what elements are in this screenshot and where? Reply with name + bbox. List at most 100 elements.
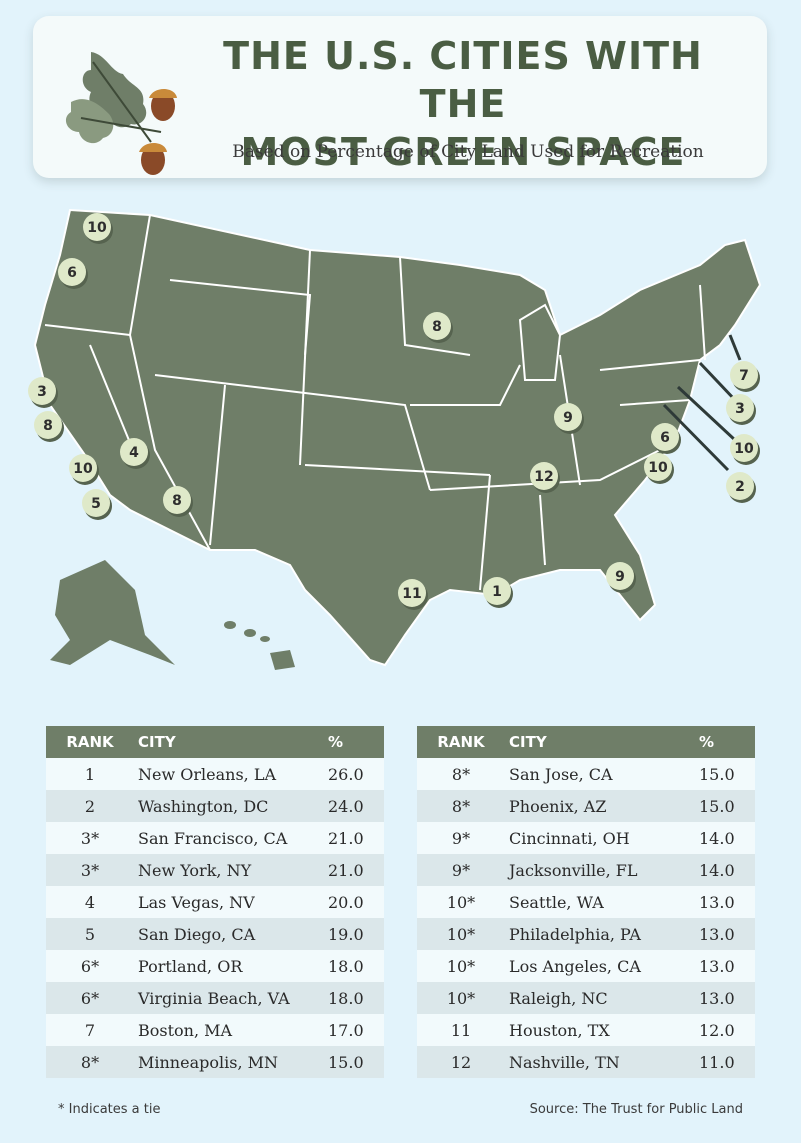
rank-cell: 2 [84,796,96,816]
map-marker: 2 [726,472,756,503]
pct-cell: 15.0 [699,796,735,816]
header-card: THE U.S. CITIES WITH THE MOST GREEN SPAC… [33,16,767,178]
pct-cell: 14.0 [699,828,735,848]
map-marker: 8 [163,486,193,517]
map-marker: 10 [730,434,760,465]
marker-rank-label: 3 [37,384,47,400]
pct-cell: 19.0 [328,924,364,944]
map-marker: 1 [483,577,513,608]
marker-rank-label: 9 [615,569,625,585]
pct-cell: 15.0 [328,1052,364,1072]
city-cell: Philadelphia, PA [509,924,641,944]
pct-cell: 26.0 [328,764,364,784]
table-row: 1 New Orleans, LA 26.0 [46,758,384,790]
pct-cell: 17.0 [328,1020,364,1040]
source-note: Source: The Trust for Public Land [529,1102,743,1117]
city-cell: Cincinnati, OH [509,828,630,848]
marker-leaf-icon [34,411,62,439]
header-rank: RANK [66,733,114,751]
map-marker: 8 [423,312,453,343]
city-cell: New York, NY [138,860,252,880]
marker-rank-label: 6 [67,265,77,281]
pct-cell: 18.0 [328,988,364,1008]
table-row: 2 Washington, DC 24.0 [46,790,384,822]
city-cell: Washington, DC [138,796,269,816]
header-city: CITY [509,733,547,751]
table-row: 5 San Diego, CA 19.0 [46,918,384,950]
marker-rank-label: 10 [648,460,668,476]
map-marker: 12 [530,462,560,493]
map-marker: 6 [58,258,88,289]
city-cell: Nashville, TN [509,1052,620,1072]
marker-rank-label: 6 [660,430,670,446]
table-body: 1 New Orleans, LA 26.0 2 Washington, DC 24.0 3… [46,758,384,1078]
pct-cell: 15.0 [699,764,735,784]
marker-rank-label: 5 [91,496,101,512]
city-cell: Los Angeles, CA [509,956,641,976]
marker-rank-label: 7 [739,368,749,384]
marker-leaf-icon [398,579,426,607]
pct-cell: 13.0 [699,892,735,912]
rank-cell: 8* [451,796,471,816]
marker-leaf-icon [554,403,582,431]
table-header: RANK CITY % [46,726,384,758]
marker-rank-label: 2 [735,479,745,495]
rank-cell: 10* [446,956,476,976]
marker-leaf-icon [730,361,758,389]
table-body: 8* San Jose, CA 15.0 8* Phoenix, AZ 15.0 9* Cin… [417,758,755,1078]
table-row: 8* San Jose, CA 15.0 [417,758,755,790]
city-cell: San Francisco, CA [138,828,288,848]
city-cell: Las Vegas, NV [138,892,255,912]
rank-cell: 9* [451,828,471,848]
table-row: 10* Seattle, WA 13.0 [417,886,755,918]
header-city: CITY [138,733,176,751]
map-marker: 10 [83,213,113,244]
rank-cell: 10* [446,892,476,912]
rank-cell: 6* [80,956,100,976]
map-marker: 10 [644,453,674,484]
header-rank: RANK [437,733,485,751]
marker-leaf-icon [530,462,558,490]
marker-rank-label: 10 [73,461,93,477]
title-line-1: THE U.S. CITIES WITH THE [223,34,703,126]
table-row: 10* Raleigh, NC 13.0 [417,982,755,1014]
marker-rank-label: 4 [129,445,139,461]
marker-rank-label: 12 [534,469,553,485]
pct-cell: 13.0 [699,924,735,944]
city-cell: Houston, TX [509,1020,610,1040]
table-row: 8* Minneapolis, MN 15.0 [46,1046,384,1078]
marker-leaf-icon [82,489,110,517]
marker-rank-label: 8 [43,418,53,434]
header-pct: % [699,733,715,751]
marker-rank-label: 8 [432,319,442,335]
pct-cell: 13.0 [699,988,735,1008]
marker-rank-label: 9 [563,410,573,426]
map-marker: 3 [28,377,58,408]
marker-leaf-icon [726,472,754,500]
map-marker: 4 [120,438,150,469]
rank-cell: 3* [80,860,100,880]
marker-leaf-icon [730,434,758,462]
rank-cell: 8* [451,764,471,784]
tie-footnote: * Indicates a tie [58,1102,161,1117]
table-row: 11 Houston, TX 12.0 [417,1014,755,1046]
page-title: THE U.S. CITIES WITH THE MOST GREEN SPAC… [183,32,743,176]
page-subtitle: Based on Percentage of City Land Used fo… [232,142,704,162]
marker-leaf-icon [483,577,511,605]
rank-cell: 9* [451,860,471,880]
map-marker: 9 [606,562,636,593]
city-cell: Seattle, WA [509,892,604,912]
marker-leaf-icon [83,213,111,241]
marker-rank-label: 3 [735,401,745,417]
city-cell: Portland, OR [138,956,243,976]
pct-cell: 11.0 [699,1052,735,1072]
rank-cell: 5 [84,924,96,944]
marker-leaf-icon [163,486,191,514]
map-marker: 3 [726,394,756,425]
city-cell: Jacksonville, FL [509,860,638,880]
map-marker: 5 [82,489,112,520]
marker-rank-label: 10 [87,220,107,236]
city-cell: New Orleans, LA [138,764,277,784]
city-cell: Phoenix, AZ [509,796,607,816]
